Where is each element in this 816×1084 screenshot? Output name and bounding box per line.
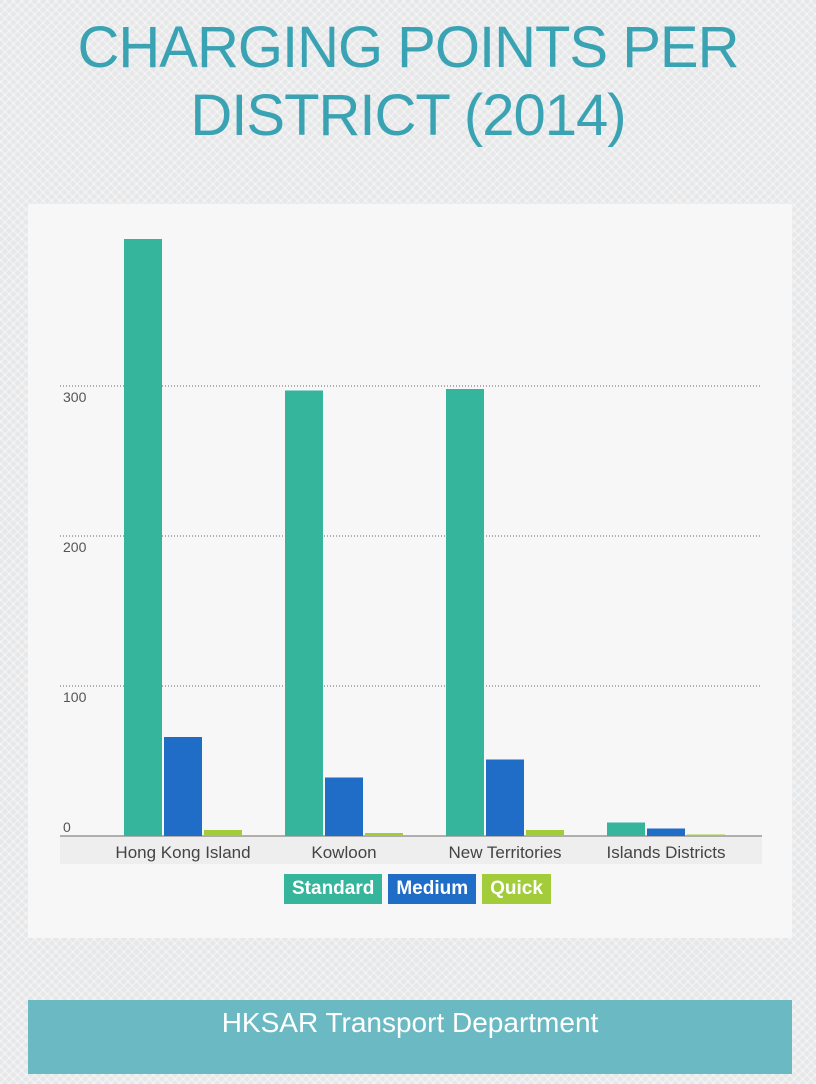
bar-standard (446, 389, 484, 836)
x-category-label: Kowloon (311, 843, 376, 862)
y-tick-label: 200 (63, 539, 87, 555)
legend-item-medium: Medium (388, 874, 477, 904)
bar-standard (607, 822, 645, 836)
x-category-label: New Territories (448, 843, 561, 862)
bar-standard (285, 390, 323, 836)
source-footer: HKSAR Transport Department (28, 1000, 792, 1074)
legend-item-quick: Quick (482, 874, 551, 904)
y-tick-label: 300 (63, 389, 87, 405)
bar-standard (124, 239, 162, 836)
bar-quick (365, 833, 403, 836)
y-tick-label: 0 (63, 819, 71, 835)
bar-chart: 0 100 200 300 Hong Kong Island Kowloon New Ter… (60, 239, 762, 864)
bar-medium (647, 828, 685, 836)
bar-medium (486, 759, 524, 836)
bar-quick (204, 830, 242, 836)
chart-panel: 0 100 200 300 Hong Kong Island Kowloon New Ter… (28, 204, 792, 938)
x-category-label: Hong Kong Island (115, 843, 250, 862)
bar-medium (325, 777, 363, 836)
page-title: CHARGING POINTS PER DISTRICT (2014) (77, 15, 740, 148)
chart-legend: Standard Medium Quick (284, 874, 551, 904)
legend-item-standard: Standard (284, 874, 383, 904)
x-axis-band (60, 836, 762, 864)
bar-quick (687, 834, 725, 836)
y-tick-label: 100 (63, 689, 87, 705)
bar-quick (526, 830, 564, 836)
bar-medium (164, 737, 202, 836)
x-category-label: Islands Districts (606, 843, 725, 862)
